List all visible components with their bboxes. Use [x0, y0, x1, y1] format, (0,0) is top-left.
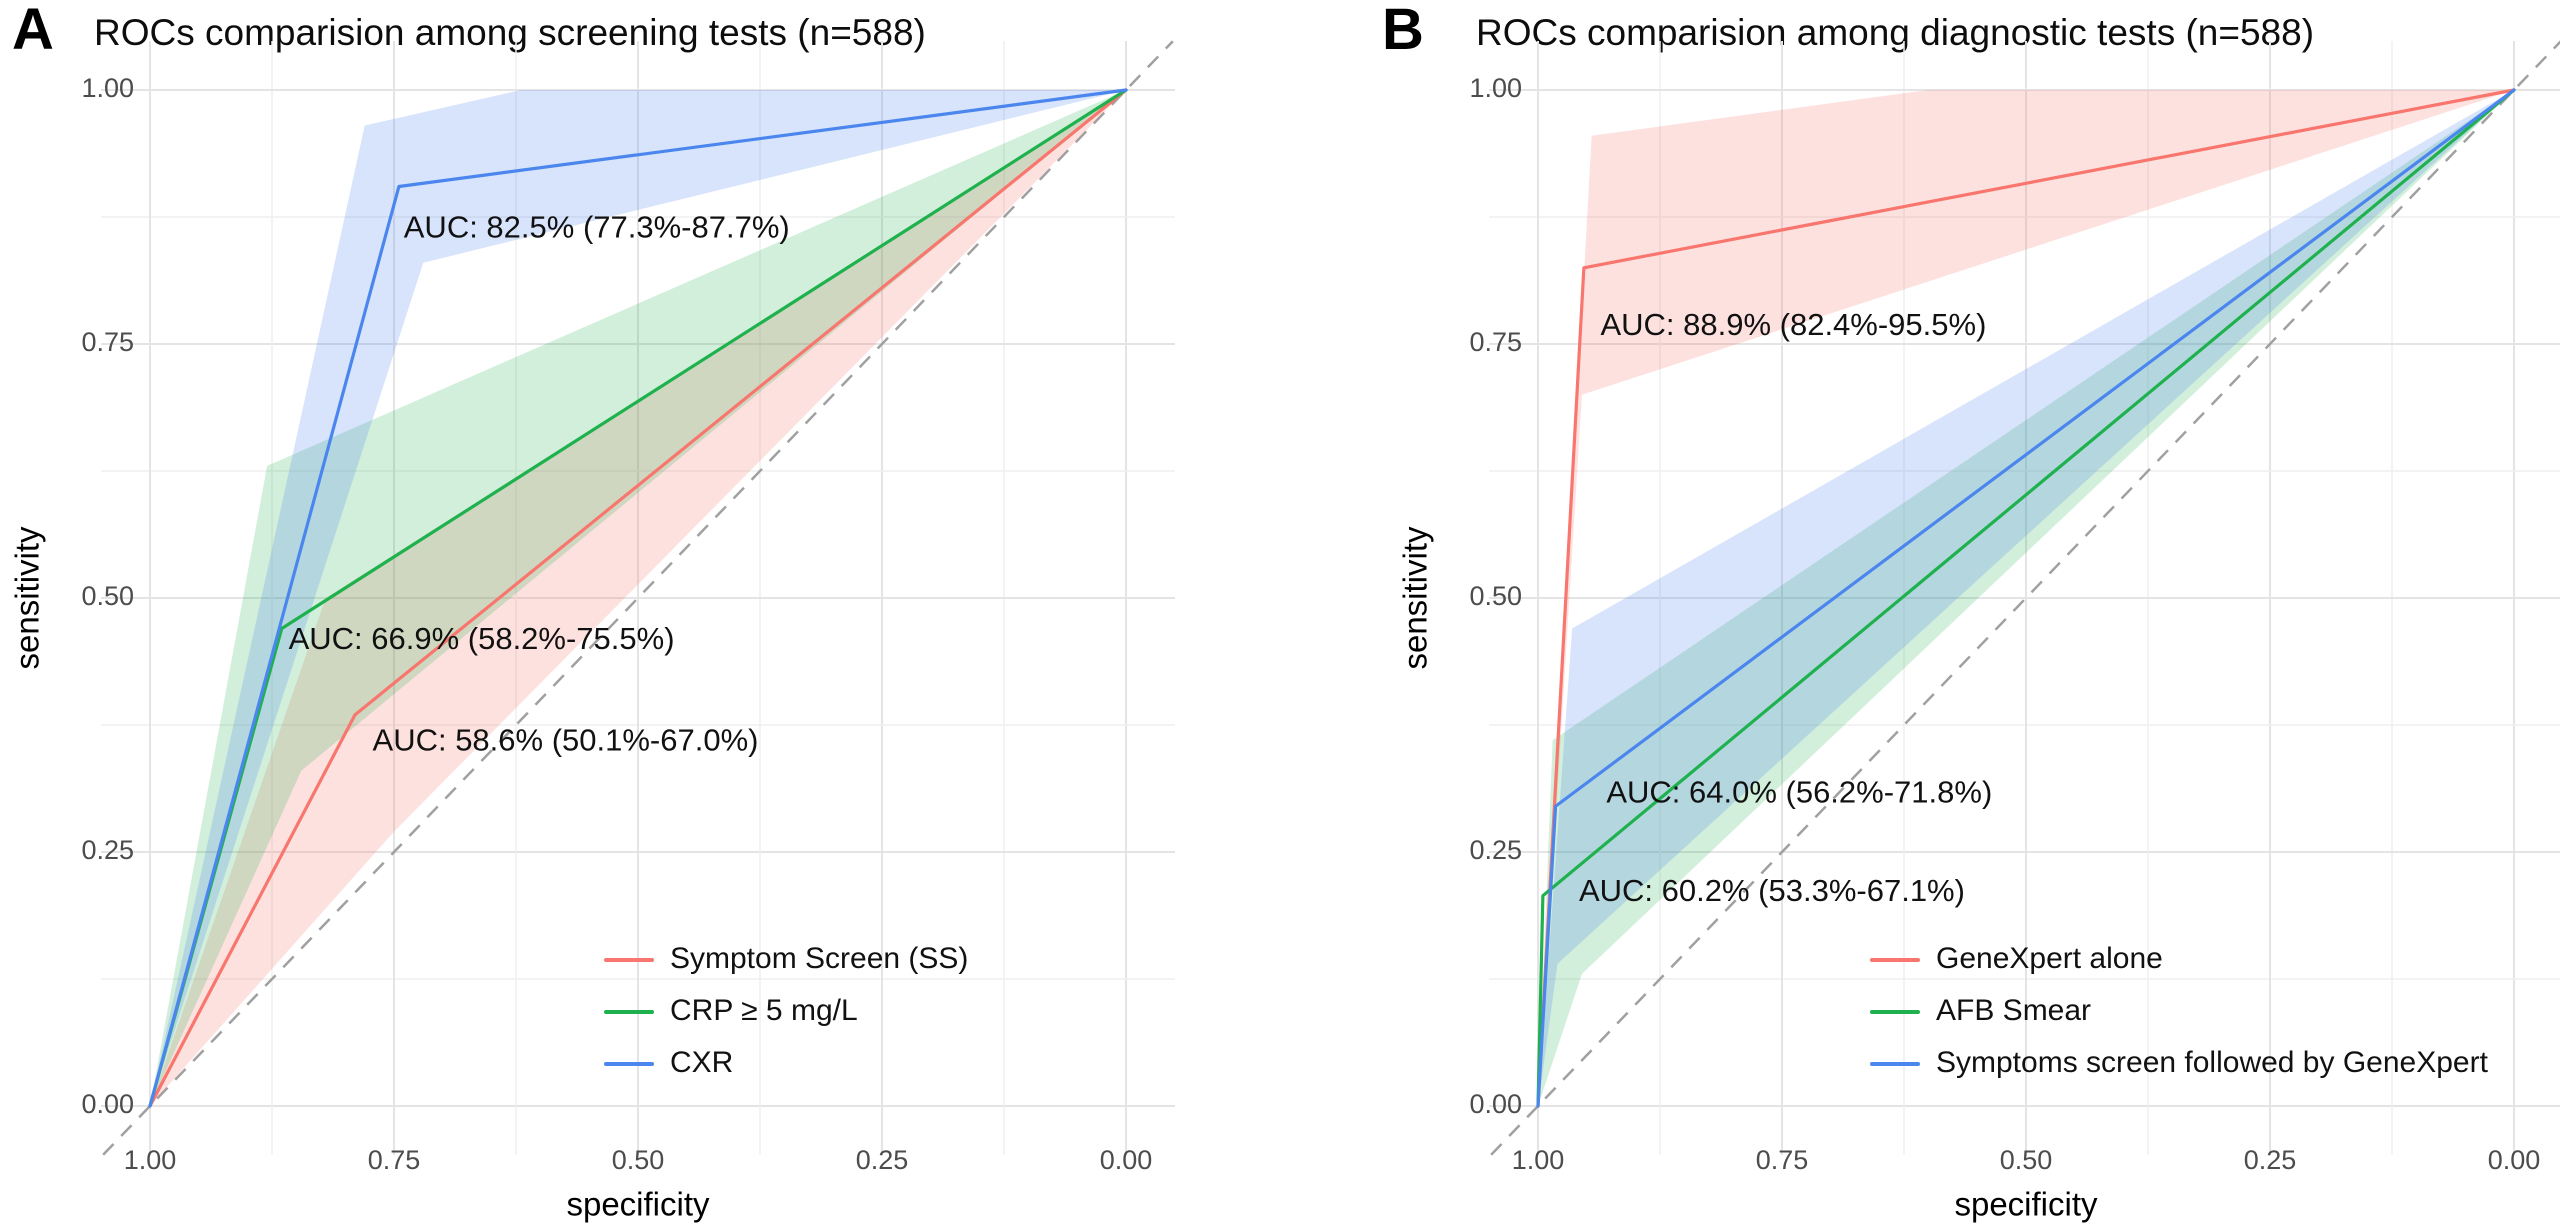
x-tick-label: 0.25: [2244, 1145, 2297, 1175]
y-tick-label: 0.00: [81, 1089, 134, 1119]
auc-label: AUC: 82.5% (77.3%-87.7%): [404, 209, 790, 244]
auc-label: AUC: 66.9% (58.2%-75.5%): [289, 621, 675, 656]
legend-item-label: Symptoms screen followed by GeneXpert: [1936, 1046, 2489, 1079]
auc-label: AUC: 58.6% (50.1%-67.0%): [373, 722, 759, 757]
roc-plot-diagnostic: AUC: 88.9% (82.4%-95.5%) AUC: 60.2% (53.3…: [1397, 40, 2560, 1223]
roc-curve: [1536, 88, 2516, 1108]
roc-curve: [1536, 88, 2516, 1108]
y-tick-label: 0.50: [81, 581, 134, 611]
y-tick-label: 0.25: [1469, 835, 1522, 865]
panel-b-title: ROCs comparision among diagnostic tests …: [1476, 12, 2315, 53]
x-tick-label: 0.00: [1100, 1145, 1153, 1175]
y-tick-label: 1.00: [81, 73, 134, 103]
y-tick-label: 0.50: [1469, 581, 1522, 611]
legend-item-label: AFB Smear: [1936, 994, 2091, 1027]
x-tick-label: 0.50: [2000, 1145, 2053, 1175]
ci-band: [150, 90, 1126, 1106]
roc-curve: [148, 88, 1128, 1108]
x-tick-label: 0.50: [612, 1145, 665, 1175]
y-axis-title: sensitivity: [1397, 526, 1434, 670]
roc-plot-screening: AUC: 58.6% (50.1%-67.0%) AUC: 66.9% (58.2…: [9, 40, 1175, 1223]
y-axis-title: sensitivity: [9, 526, 46, 670]
x-tick-label: 1.00: [1512, 1145, 1565, 1175]
panel-b: B ROCs comparision among diagnostic test…: [1280, 0, 2560, 1223]
ci-band: [1538, 90, 2514, 1106]
chance-diagonal-line: [1490, 40, 2560, 1156]
panel-a: A ROCs comparision among screening tests…: [9, 0, 1175, 1223]
legend-item-label: GeneXpert alone: [1936, 942, 2163, 975]
legend-item-label: CRP ≥ 5 mg/L: [670, 994, 858, 1027]
x-axis-title: specificity: [566, 1186, 710, 1223]
auc-label: AUC: 60.2% (53.3%-67.1%): [1579, 873, 1965, 908]
auc-label: AUC: 64.0% (56.2%-71.8%): [1606, 774, 1992, 809]
y-tick-label: 0.75: [1469, 327, 1522, 357]
panel-a-title: ROCs comparision among screening tests (…: [94, 12, 926, 53]
x-tick-label: 1.00: [124, 1145, 177, 1175]
chance-diagonal-line: [102, 40, 1174, 1156]
x-tick-label: 0.25: [856, 1145, 909, 1175]
legend-item-label: CXR: [670, 1046, 733, 1079]
panel-b-letter: B: [1382, 0, 1424, 62]
y-tick-label: 1.00: [1469, 73, 1522, 103]
y-tick-label: 0.00: [1469, 1089, 1522, 1119]
y-tick-label: 0.25: [81, 835, 134, 865]
roc-curve: [148, 88, 1128, 1108]
y-tick-label: 0.75: [81, 327, 134, 357]
panel-a-letter: A: [12, 0, 54, 62]
auc-label: AUC: 88.9% (82.4%-95.5%): [1600, 307, 1986, 342]
ci-band: [150, 90, 1126, 1106]
legend-item-label: Symptom Screen (SS): [670, 942, 968, 975]
x-axis-title: specificity: [1954, 1186, 2098, 1223]
x-tick-label: 0.00: [2488, 1145, 2541, 1175]
x-tick-label: 0.75: [1756, 1145, 1809, 1175]
ci-band: [150, 90, 1126, 1106]
x-tick-label: 0.75: [368, 1145, 421, 1175]
ci-band: [1538, 90, 2514, 1106]
